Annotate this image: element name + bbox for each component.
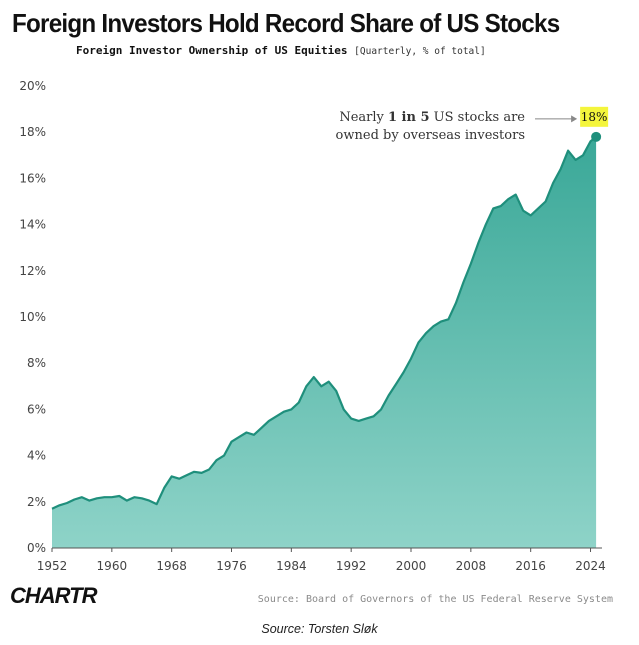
area-chart: 0% 2% 4% 6% 8% 10% 12% 14% 16% 18% 20% 1952 1960 196… [19,79,609,573]
annotation-line-2: owned by overseas investors [336,128,525,143]
end-point-marker [591,131,602,142]
area-fill [52,136,597,549]
x-tick-label: 1976 [216,559,247,573]
y-tick-label: 16% [19,171,46,185]
y-tick-label: 20% [19,79,46,93]
y-tick-label: 10% [19,310,46,324]
x-axis: 1952 1960 1968 1976 1984 1992 2000 2008 2016 2024 [37,548,606,573]
x-tick-label: 2024 [575,559,606,573]
y-axis: 0% 2% 4% 6% 8% 10% 12% 14% 16% 18% 20% [19,79,46,555]
y-tick-label: 0% [27,541,46,555]
x-tick-label: 2000 [396,559,427,573]
x-tick-label: 2008 [456,559,487,573]
subtitle-note: [Quarterly, % of total] [354,46,486,57]
credit-line: Source: Torsten Sløk [261,622,378,636]
chart-title: Foreign Investors Hold Record Share of U… [12,8,560,38]
annotation-arrowhead [571,115,578,123]
x-tick-label: 1984 [276,559,307,573]
x-tick-label: 1952 [37,559,68,573]
x-tick-label: 1992 [336,559,367,573]
value-badge [580,106,609,127]
chartr-logo: CHARTR [10,583,97,608]
annotation-line-1: Nearly 1 in 5 US stocks are [339,110,525,125]
y-tick-label: 12% [19,264,46,278]
x-tick-label: 1960 [97,559,128,573]
annotation-bold: 1 in 5 [388,110,430,125]
y-tick-label: 2% [27,495,46,509]
y-tick-label: 4% [27,449,46,463]
y-tick-label: 14% [19,218,46,232]
annotation-post: US stocks are [430,110,526,125]
x-tick-label: 2016 [515,559,546,573]
y-tick-label: 18% [19,125,46,139]
y-tick-label: 6% [27,402,46,416]
annotation: Nearly 1 in 5 US stocks are owned by ove… [336,106,609,143]
value-badge-label: 18% [581,110,608,124]
y-tick-label: 8% [27,356,46,370]
x-tick-label: 1968 [156,559,187,573]
series-line [51,135,597,510]
chart-subtitle: Foreign Investor Ownership of US Equitie… [76,44,486,57]
annotation-pre: Nearly [339,110,388,125]
subtitle-main: Foreign Investor Ownership of US Equitie… [76,44,348,57]
source-note: Source: Board of Governors of the US Fed… [257,594,613,605]
